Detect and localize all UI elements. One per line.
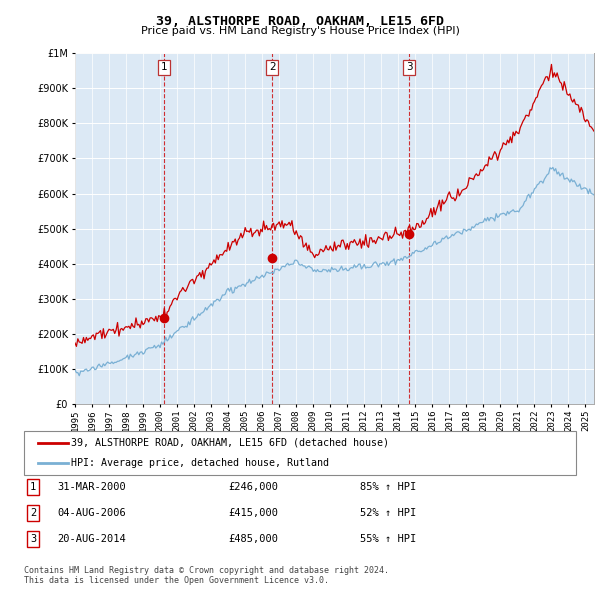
- FancyBboxPatch shape: [24, 431, 576, 475]
- Text: Price paid vs. HM Land Registry's House Price Index (HPI): Price paid vs. HM Land Registry's House …: [140, 26, 460, 36]
- Text: 31-MAR-2000: 31-MAR-2000: [57, 482, 126, 491]
- Text: 55% ↑ HPI: 55% ↑ HPI: [360, 534, 416, 543]
- Text: HPI: Average price, detached house, Rutland: HPI: Average price, detached house, Rutl…: [71, 458, 329, 468]
- Text: 1: 1: [30, 482, 36, 491]
- Text: 2: 2: [30, 508, 36, 517]
- Text: Contains HM Land Registry data © Crown copyright and database right 2024.
This d: Contains HM Land Registry data © Crown c…: [24, 566, 389, 585]
- Text: 3: 3: [30, 534, 36, 543]
- Text: 1: 1: [161, 62, 167, 72]
- Text: £246,000: £246,000: [228, 482, 278, 491]
- Text: 85% ↑ HPI: 85% ↑ HPI: [360, 482, 416, 491]
- Text: 39, ALSTHORPE ROAD, OAKHAM, LE15 6FD: 39, ALSTHORPE ROAD, OAKHAM, LE15 6FD: [156, 15, 444, 28]
- Text: 20-AUG-2014: 20-AUG-2014: [57, 534, 126, 543]
- Text: £415,000: £415,000: [228, 508, 278, 517]
- Text: 3: 3: [406, 62, 413, 72]
- Text: 39, ALSTHORPE ROAD, OAKHAM, LE15 6FD (detached house): 39, ALSTHORPE ROAD, OAKHAM, LE15 6FD (de…: [71, 438, 389, 448]
- Text: £485,000: £485,000: [228, 534, 278, 543]
- Text: 2: 2: [269, 62, 275, 72]
- Text: 52% ↑ HPI: 52% ↑ HPI: [360, 508, 416, 517]
- Text: 04-AUG-2006: 04-AUG-2006: [57, 508, 126, 517]
